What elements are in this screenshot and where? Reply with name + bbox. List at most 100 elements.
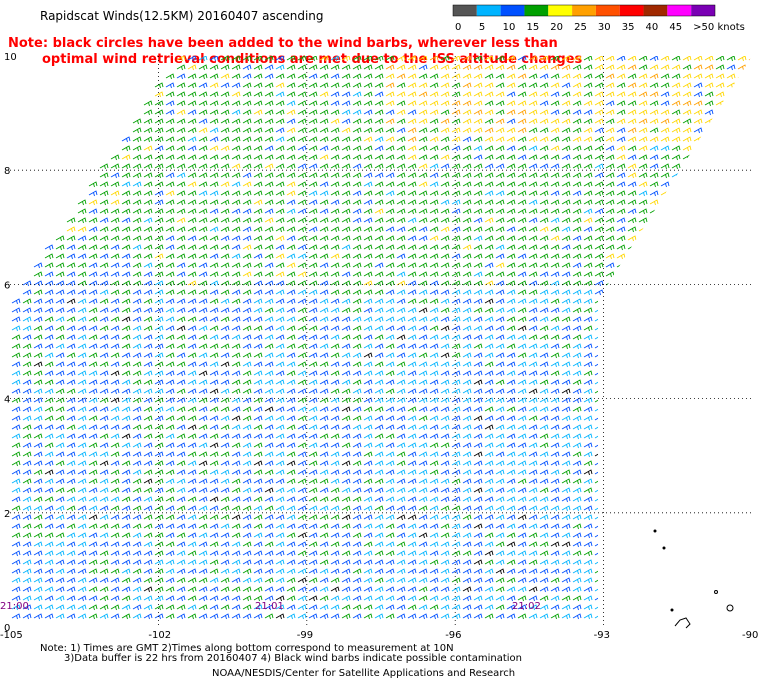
wind-barb — [462, 379, 472, 386]
wind-barb — [561, 595, 571, 602]
wind-barb — [33, 289, 43, 296]
wind-barb — [495, 604, 505, 611]
wind-barb — [407, 109, 417, 116]
wind-barb — [429, 469, 439, 476]
wind-barb — [429, 136, 439, 143]
wind-barb — [88, 550, 98, 557]
wind-barb — [22, 289, 32, 296]
wind-barb — [737, 56, 747, 62]
wind-barb — [286, 289, 296, 296]
wind-barb — [594, 316, 604, 323]
wind-barb — [286, 487, 296, 494]
wind-barb — [374, 154, 384, 161]
wind-barb — [275, 307, 285, 314]
wind-barb — [473, 379, 483, 386]
wind-barb — [132, 325, 142, 332]
wind-barb — [429, 334, 439, 341]
wind-barb — [198, 406, 208, 413]
wind-barb — [517, 82, 527, 89]
wind-barb — [253, 154, 263, 161]
wind-barb — [594, 550, 604, 557]
wind-barb — [187, 235, 197, 242]
wind-barb — [187, 577, 197, 584]
wind-barb — [363, 109, 373, 116]
wind-barb — [572, 361, 582, 368]
wind-barb — [671, 172, 681, 179]
wind-barb — [385, 379, 395, 386]
wind-barb — [341, 172, 351, 179]
wind-barb — [605, 127, 615, 134]
wind-barb — [363, 487, 373, 494]
wind-barb — [550, 64, 560, 71]
wind-barb — [319, 109, 329, 116]
wind-barb — [506, 127, 516, 134]
wind-barb — [99, 532, 109, 539]
wind-barb — [627, 91, 637, 98]
time-label: 21:01 — [255, 601, 284, 612]
wind-barb — [495, 532, 505, 539]
wind-barb — [561, 388, 571, 395]
wind-barb — [66, 532, 76, 539]
wind-barb — [220, 352, 230, 359]
wind-barb — [143, 370, 153, 377]
wind-barb — [429, 100, 439, 107]
wind-barb — [572, 64, 582, 71]
wind-barb — [341, 532, 351, 539]
wind-barb — [187, 406, 197, 413]
wind-barb — [198, 361, 208, 368]
wind-barb — [165, 82, 175, 89]
wind-barb — [220, 559, 230, 566]
wind-barb — [528, 109, 538, 116]
wind-barb — [66, 415, 76, 422]
wind-barb — [154, 244, 164, 251]
wind-barb — [308, 253, 318, 260]
wind-barb — [517, 532, 527, 539]
wind-barb — [176, 388, 186, 395]
wind-barb — [418, 451, 428, 458]
wind-barb — [330, 352, 340, 359]
wind-barb — [583, 307, 593, 314]
wind-barb — [242, 568, 252, 575]
wind-barb — [517, 352, 527, 359]
wind-barb — [33, 577, 43, 584]
wind-barb — [594, 604, 604, 611]
wind-barb — [275, 100, 285, 107]
wind-barb — [352, 613, 362, 620]
wind-barb — [572, 298, 582, 305]
wind-barb — [517, 154, 527, 161]
wind-barb — [253, 550, 263, 557]
wind-barb — [396, 541, 406, 548]
wind-barb — [264, 217, 274, 224]
wind-barb — [110, 478, 120, 485]
wind-barb — [33, 271, 43, 278]
legend-label: 5 — [479, 22, 485, 33]
wind-barb — [451, 433, 461, 440]
wind-barb — [132, 271, 142, 278]
wind-barb — [308, 388, 318, 395]
wind-barb — [220, 217, 230, 224]
wind-barb — [495, 514, 505, 521]
wind-barb — [418, 73, 428, 80]
wind-barb — [561, 325, 571, 332]
wind-barb — [385, 145, 395, 152]
wind-barb — [561, 514, 571, 521]
wind-barb — [242, 406, 252, 413]
legend-label: 40 — [646, 22, 659, 33]
wind-barb — [495, 586, 505, 593]
wind-barb — [242, 604, 252, 611]
wind-barb — [165, 181, 175, 188]
wind-barb — [242, 370, 252, 377]
wind-barb — [264, 577, 274, 584]
wind-barb — [363, 361, 373, 368]
wind-barb — [429, 577, 439, 584]
wind-barb — [165, 172, 175, 179]
wind-barb — [297, 496, 307, 503]
wind-barb — [154, 451, 164, 458]
wind-barb — [495, 568, 505, 575]
wind-barb — [363, 172, 373, 179]
wind-barb — [132, 523, 142, 530]
wind-barb — [11, 325, 21, 332]
wind-barb — [11, 550, 21, 557]
wind-barb — [462, 568, 472, 575]
wind-barb — [286, 56, 296, 62]
